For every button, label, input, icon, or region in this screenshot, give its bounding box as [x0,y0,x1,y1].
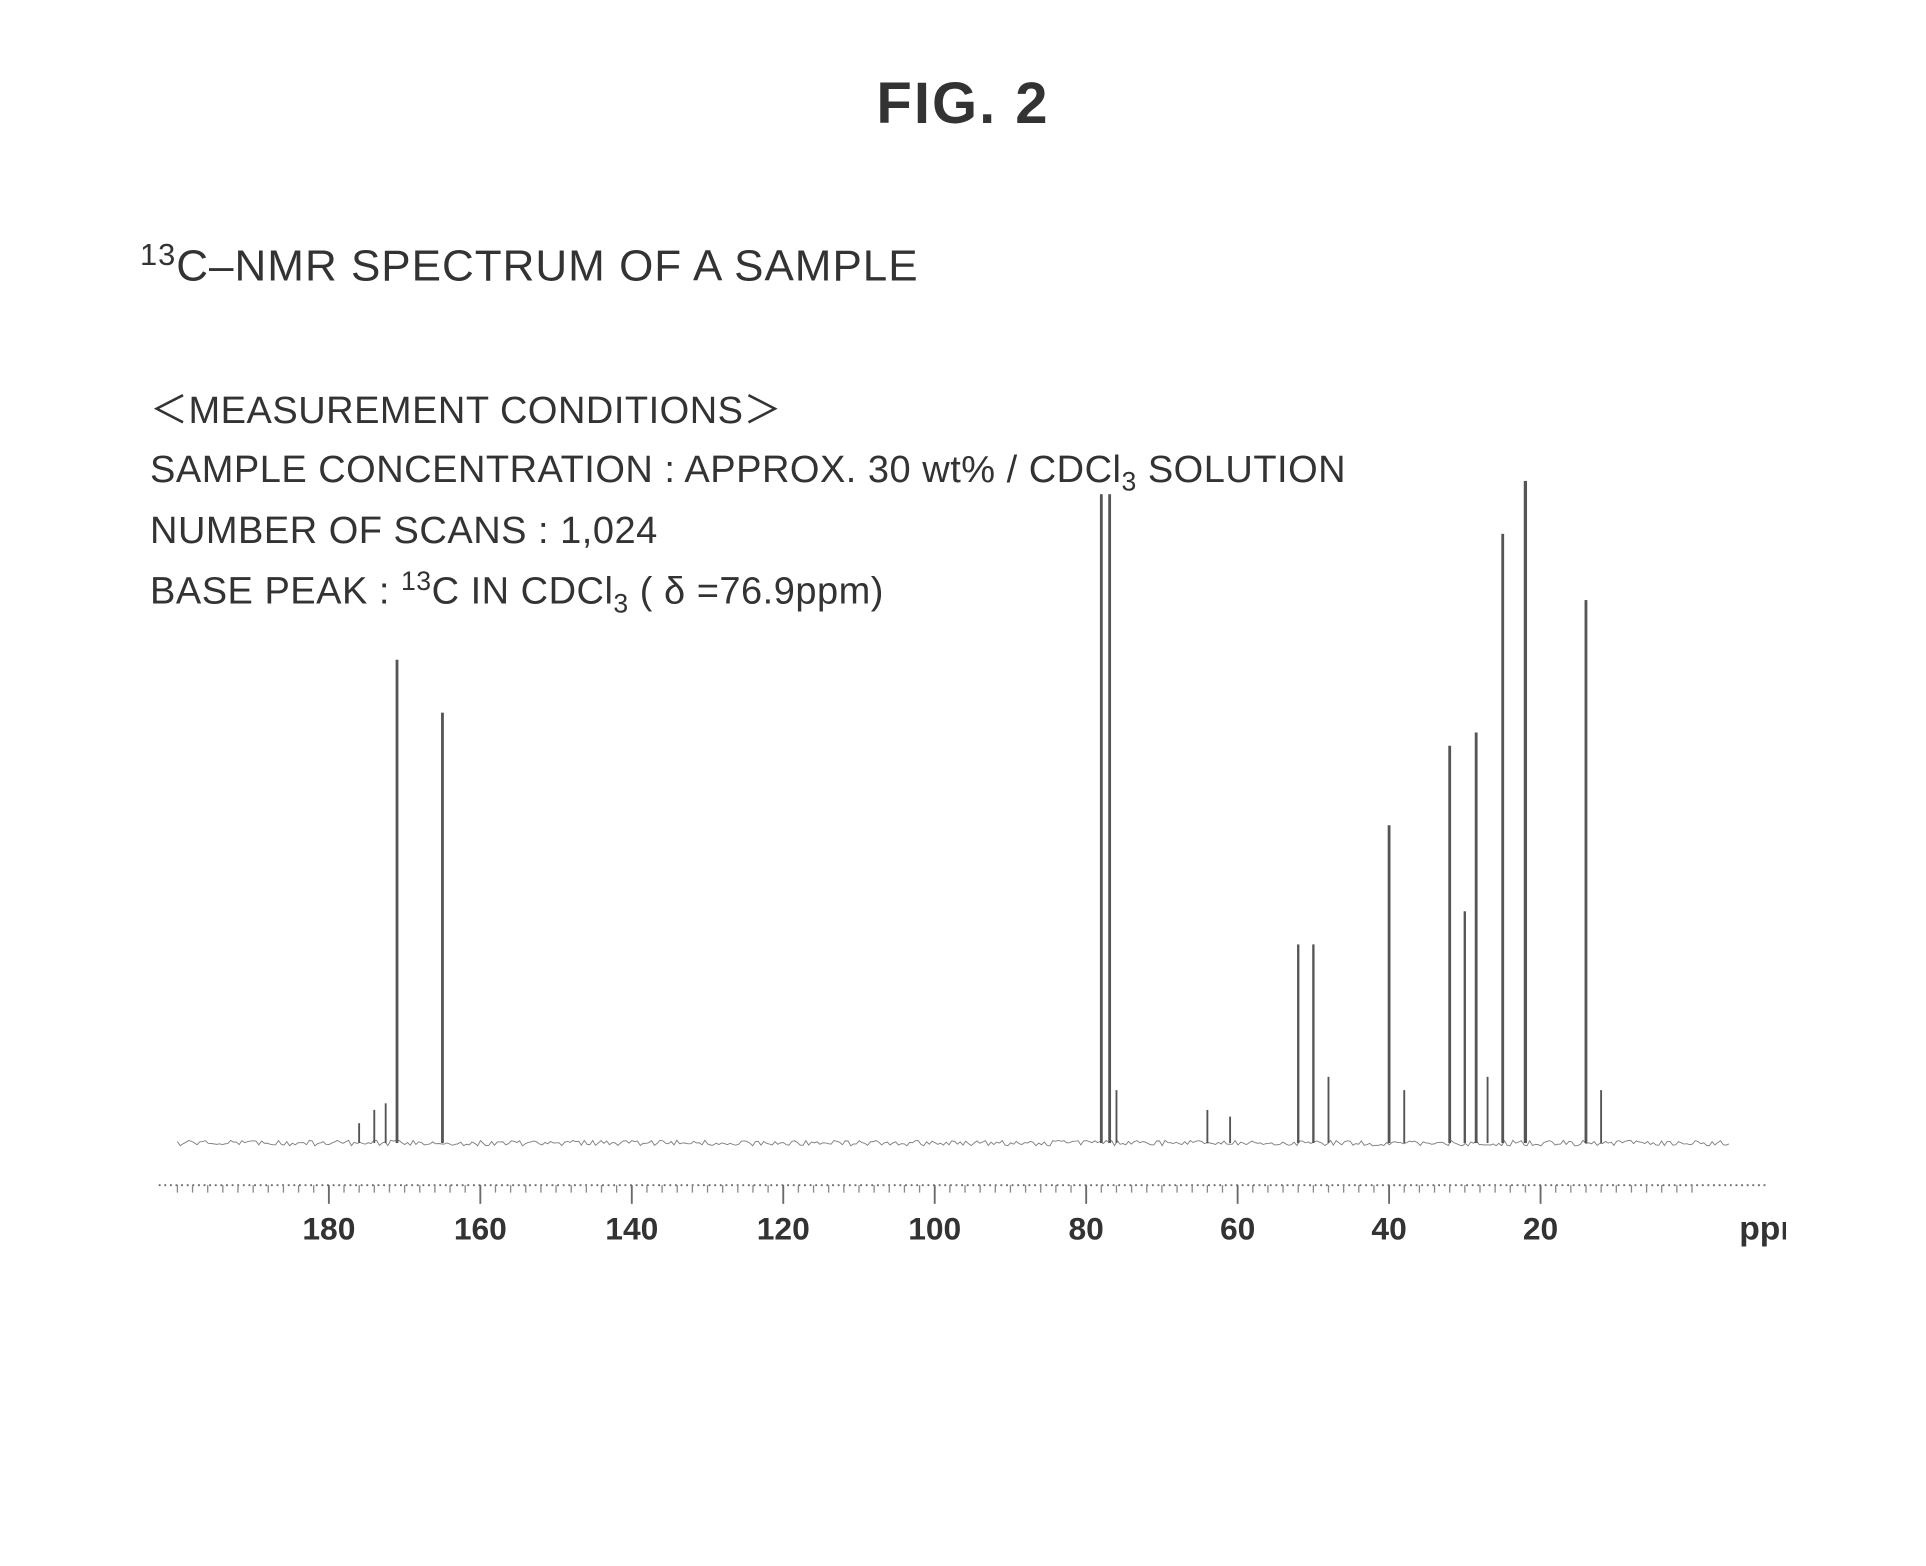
spectrum-title: 13C–NMR SPECTRUM OF A SAMPLE [140,237,1866,292]
svg-text:160: 160 [454,1210,507,1246]
svg-text:100: 100 [908,1210,961,1246]
figure-title: FIG. 2 [60,70,1866,137]
svg-text:120: 120 [757,1210,810,1246]
svg-text:ppm: ppm [1739,1210,1786,1247]
svg-text:20: 20 [1523,1210,1558,1246]
svg-text:180: 180 [302,1210,355,1246]
svg-text:140: 140 [605,1210,658,1246]
svg-text:60: 60 [1220,1210,1255,1246]
nmr-spectrum-chart: 180 160 140 120 100 80 60 40 20 ppm [140,415,1786,1295]
spectrum-svg: 180 160 140 120 100 80 60 40 20 ppm [140,415,1786,1295]
svg-text:40: 40 [1371,1210,1406,1246]
svg-text:80: 80 [1068,1210,1103,1246]
